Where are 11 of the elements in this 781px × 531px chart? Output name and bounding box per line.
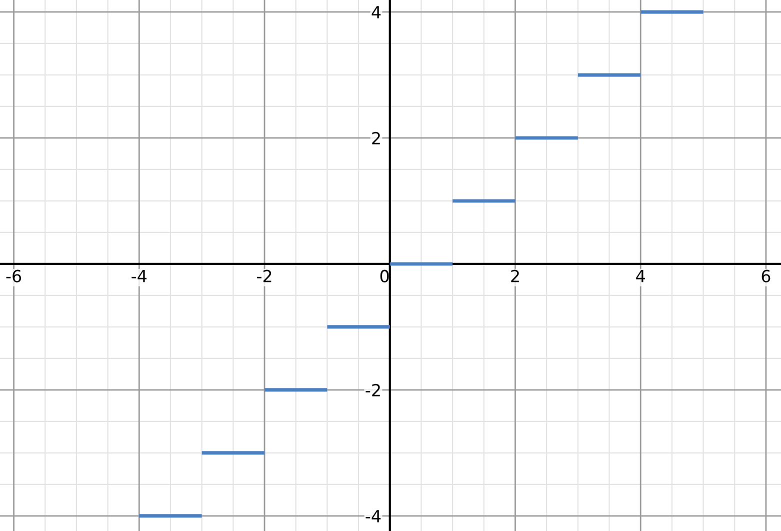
- x-tick-label: 6: [762, 270, 770, 282]
- y-tick-label: 2: [372, 132, 380, 144]
- x-tick-label: -2: [257, 270, 272, 282]
- y-tick-label: 4: [372, 6, 381, 18]
- x-tick-label: 4: [636, 270, 645, 282]
- x-tick-label: 0: [380, 270, 389, 282]
- x-tick-label: 2: [511, 270, 519, 282]
- x-tick-label: -4: [132, 270, 147, 282]
- x-tick-label: -6: [6, 270, 22, 282]
- y-tick-label: -4: [366, 510, 381, 522]
- y-tick-label: -2: [366, 384, 380, 396]
